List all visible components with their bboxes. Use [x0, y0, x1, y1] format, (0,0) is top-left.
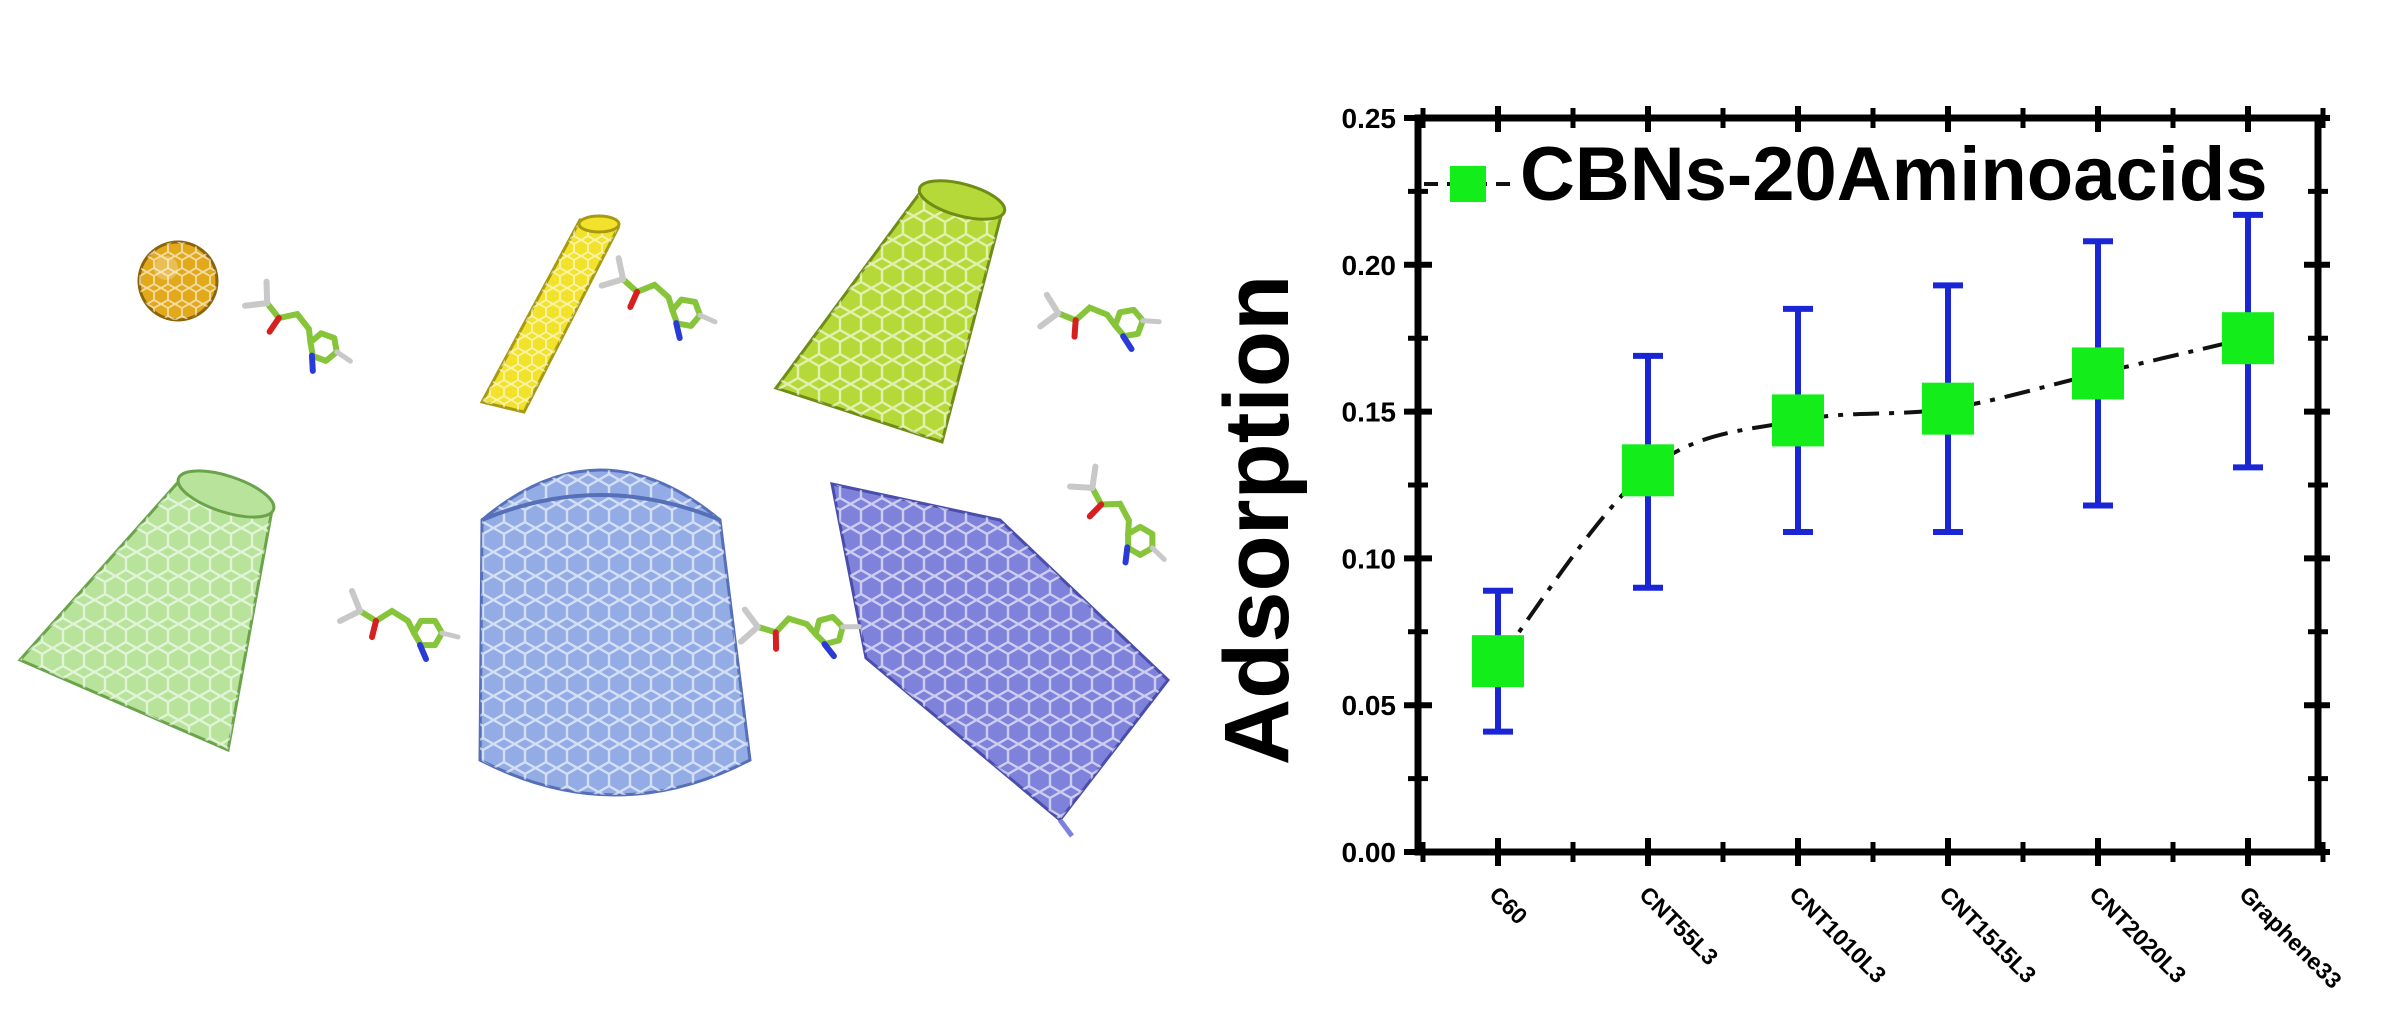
aminoacid-molecule-icon [1037, 291, 1162, 352]
cnt1515-nanotube-icon [17, 469, 276, 753]
data-point [1922, 382, 1974, 435]
data-point [2222, 312, 2274, 365]
x-tick-label: CNT55L3 [1634, 881, 1723, 970]
y-tick-label: 0.10 [1342, 543, 1397, 574]
data-point [2072, 347, 2124, 400]
data-point [1622, 444, 1674, 497]
y-tick-label: 0.20 [1342, 250, 1397, 281]
x-tick-label: Graphene33 [2234, 881, 2346, 993]
y-tick-label: 0.15 [1342, 397, 1397, 428]
y-axis-label: Adsorption [1206, 275, 1308, 766]
plot-frame [1414, 114, 2322, 856]
cnt55-nanotube-icon [479, 214, 621, 414]
aminoacid-molecule-icon [738, 606, 862, 660]
x-tick-label: CNT1010L3 [1784, 881, 1891, 988]
legend-marker [1450, 166, 1486, 202]
y-tick-label: 0.00 [1342, 837, 1397, 868]
c60-fullerene-icon [137, 240, 219, 322]
aminoacid-molecule-icon [337, 588, 461, 662]
cnt1010-nanotube-icon [773, 179, 1007, 444]
x-tick-label: CNT1515L3 [1934, 881, 2041, 988]
cnt2020-nanotube-icon [478, 468, 752, 797]
aminoacid-molecule-icon [598, 255, 718, 341]
adsorption-chart: 0.00 0.05 0.10 0.15 0.20 0.25 C60 CNT55L3 CNT101… [1206, 103, 2347, 994]
y-tick-label: 0.25 [1342, 103, 1397, 134]
aminoacid-molecule-icon [1067, 463, 1167, 566]
x-tick-label: C60 [1484, 881, 1532, 929]
x-tick-label: CNT2020L3 [2084, 881, 2191, 988]
y-tick-label: 0.05 [1342, 690, 1397, 721]
chart-legend: CBNs-20Aminoacids [1424, 132, 2268, 217]
legend-label: CBNs-20Aminoacids [1520, 132, 2268, 217]
data-point [1472, 635, 1524, 688]
aminoacid-molecule-icon [241, 278, 353, 374]
series-line [1496, 336, 2249, 663]
data-point [1772, 394, 1824, 447]
nanostructure-illustration [17, 179, 1171, 838]
graphene-sheet-icon [830, 482, 1171, 838]
